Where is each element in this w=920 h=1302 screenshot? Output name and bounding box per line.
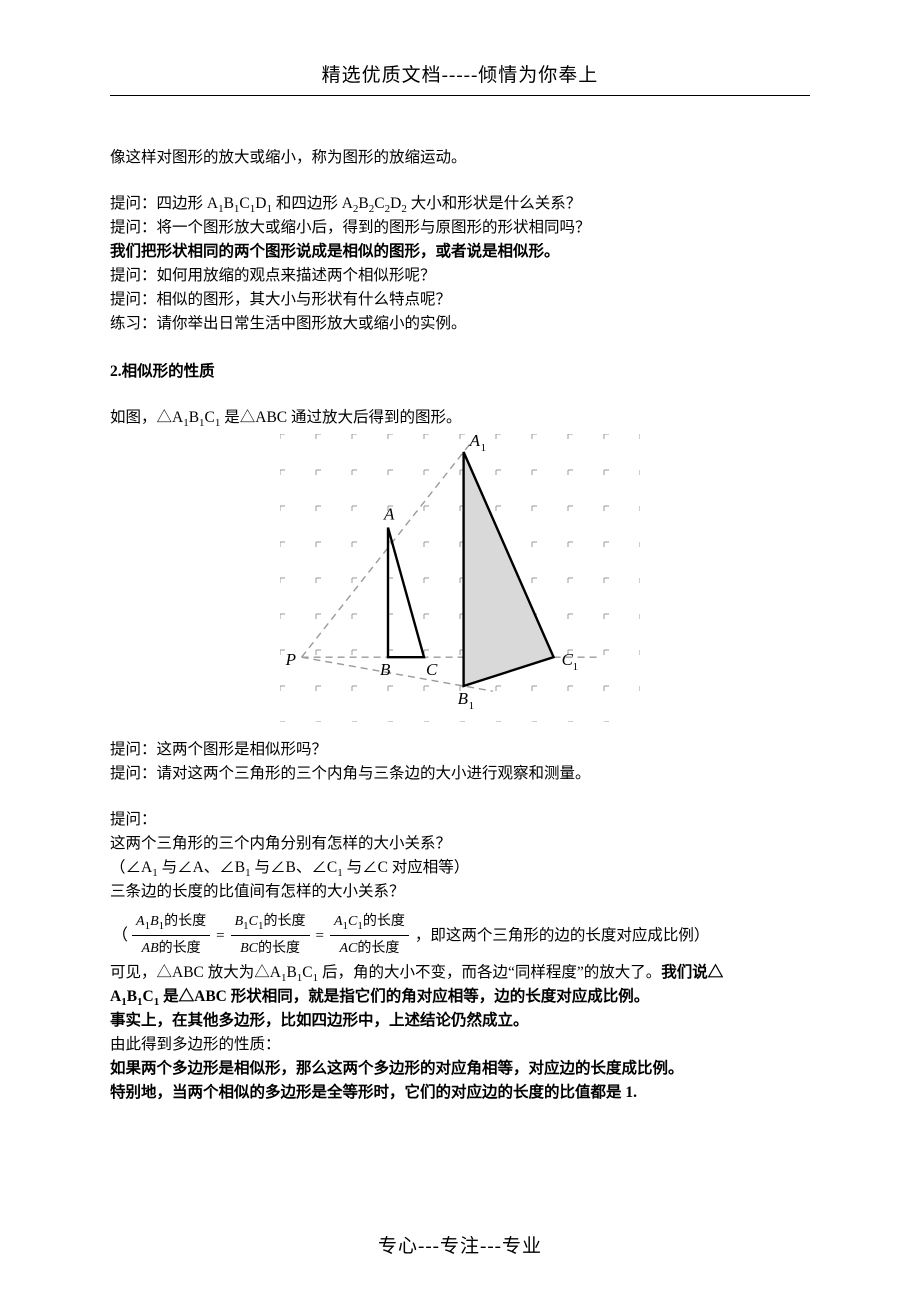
- var: A: [334, 914, 343, 929]
- svg-text:A: A: [469, 434, 481, 450]
- equals: =: [312, 924, 328, 948]
- text: A: [110, 988, 121, 1005]
- question: 提问：将一个图形放大或缩小后，得到的图形与原图形的形状相同吗？: [110, 216, 810, 240]
- fraction: A1B1的长度 AB的长度: [132, 910, 210, 961]
- emphasis: 如果两个多边形是相似形，那么这两个多边形的对应角相等，对应边的长度成比例。: [110, 1057, 810, 1081]
- emphasis: 事实上，在其他多边形，比如四边形中，上述结论仍然成立。: [110, 1009, 810, 1033]
- text: 的长度: [258, 941, 300, 956]
- text: B: [224, 195, 234, 212]
- question: 提问：这两个图形是相似形吗？: [110, 738, 810, 762]
- page-footer: 专心---专注---专业: [0, 1231, 920, 1258]
- ratio-equation: （ A1B1的长度 AB的长度 = B1C1的长度 BC的长度 = A1C1的长…: [110, 910, 810, 961]
- emphasis: 我们把形状相同的两个图形说成是相似的图形，或者说是相似形。: [110, 240, 810, 264]
- question: 提问：四边形 A1B1C1D1 和四边形 A2B2C2D2 大小和形状是什么关系…: [110, 192, 810, 216]
- text: 大小和形状是什么关系？: [407, 195, 581, 212]
- text: 与∠B、∠C: [251, 859, 338, 876]
- svg-text:P: P: [285, 650, 296, 669]
- text: 提问：四边形 A: [110, 195, 218, 212]
- var: C: [249, 914, 258, 929]
- text: 的长度: [264, 914, 306, 929]
- page-header: 精选优质文档-----倾情为你奉上: [110, 60, 810, 96]
- section-title: 2.相似形的性质: [110, 360, 810, 384]
- text: D: [255, 195, 266, 212]
- text: 后，角的大小不变，而各边“同样程度”的放大了。: [318, 964, 661, 981]
- text: 与∠C 对应相等）: [343, 859, 470, 876]
- text: 是△ABC 形状相同，就是指它们的角对应相等，边的长度对应成比例。: [159, 988, 649, 1005]
- svg-text:C: C: [426, 660, 438, 679]
- svg-text:B: B: [458, 689, 469, 708]
- text: C: [239, 195, 249, 212]
- text: 我们说△: [661, 964, 723, 981]
- text: 如图，△A: [110, 409, 183, 426]
- svg-text:1: 1: [469, 700, 475, 712]
- question: 提问：请对这两个三角形的三个内角与三条边的大小进行观察和测量。: [110, 762, 810, 786]
- text: C: [143, 988, 154, 1005]
- triangle-diagram: PABCA1B1C1: [280, 434, 640, 722]
- page: 精选优质文档-----倾情为你奉上 像这样对图形的放大或缩小，称为图形的放缩运动…: [0, 0, 920, 1302]
- text: B: [358, 195, 368, 212]
- figure-intro: 如图，△A1B1C1 是△ABC 通过放大后得到的图形。: [110, 406, 810, 430]
- fraction: A1C1的长度 AC的长度: [330, 910, 409, 961]
- svg-text:A: A: [383, 505, 395, 524]
- paragraph: 像这样对图形的放大或缩小，称为图形的放缩运动。: [110, 146, 810, 170]
- text: 的长度: [357, 941, 399, 956]
- text: 的长度: [159, 941, 201, 956]
- paragraph: 由此得到多边形的性质：: [110, 1033, 810, 1057]
- question: 提问：: [110, 808, 810, 832]
- var: AB: [142, 941, 159, 956]
- var: C: [348, 914, 357, 929]
- emphasis: A1B1C1 是△ABC 形状相同，就是指它们的角对应相等，边的长度对应成比例。: [110, 985, 810, 1009]
- svg-text:1: 1: [573, 661, 579, 673]
- equals: =: [212, 924, 228, 948]
- text: 的长度: [363, 914, 405, 929]
- text: ，即这两个三角形的边的长度对应成比例）: [411, 924, 710, 948]
- var: B: [150, 914, 159, 929]
- exercise: 练习：请你举出日常生活中图形放大或缩小的实例。: [110, 312, 810, 336]
- text: B: [286, 964, 296, 981]
- text: C: [205, 409, 215, 426]
- var: AC: [339, 941, 357, 956]
- svg-text:B: B: [380, 660, 391, 679]
- var: BC: [240, 941, 258, 956]
- text: C: [374, 195, 384, 212]
- angle-relation: （∠A1 与∠A、∠B1 与∠B、∠C1 与∠C 对应相等）: [110, 856, 810, 880]
- emphasis: 特别地，当两个相似的多边形是全等形时，它们的对应边的长度的比值都是 1.: [110, 1081, 810, 1105]
- text: 可见，△ABC 放大为△A: [110, 964, 281, 981]
- svg-text:1: 1: [481, 442, 487, 454]
- var: A: [136, 914, 145, 929]
- fraction: B1C1的长度 BC的长度: [231, 910, 310, 961]
- open-paren: （: [110, 924, 130, 948]
- paragraph: 可见，△ABC 放大为△A1B1C1 后，角的大小不变，而各边“同样程度”的放大…: [110, 961, 810, 985]
- text: D: [390, 195, 401, 212]
- var: B: [235, 914, 244, 929]
- body: 像这样对图形的放大或缩小，称为图形的放缩运动。 提问：四边形 A1B1C1D1 …: [110, 146, 810, 1105]
- text: （∠A: [110, 859, 152, 876]
- question: 三条边的长度的比值间有怎样的大小关系？: [110, 880, 810, 904]
- text: 和四边形 A: [272, 195, 353, 212]
- text: 的长度: [164, 914, 206, 929]
- question: 这两个三角形的三个内角分别有怎样的大小关系？: [110, 832, 810, 856]
- text: B: [189, 409, 199, 426]
- question: 提问：如何用放缩的观点来描述两个相似形呢？: [110, 264, 810, 288]
- text: 与∠A、∠B: [158, 859, 245, 876]
- figure: PABCA1B1C1: [110, 434, 810, 730]
- question: 提问：相似的图形，其大小与形状有什么特点呢？: [110, 288, 810, 312]
- emphasis: 我们说△: [661, 964, 723, 981]
- text: B: [127, 988, 137, 1005]
- text: C: [302, 964, 312, 981]
- text: 是△ABC 通过放大后得到的图形。: [220, 409, 461, 426]
